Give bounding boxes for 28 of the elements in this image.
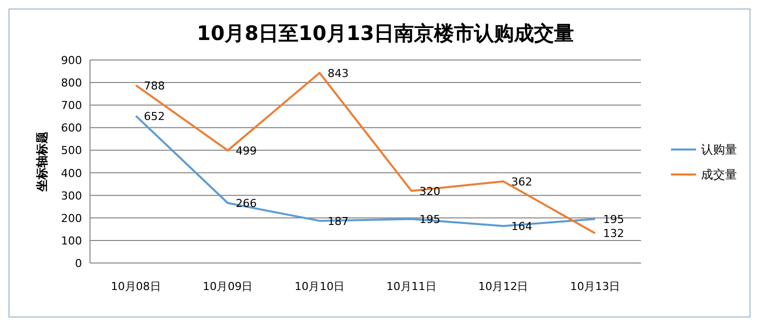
data-label: 652 bbox=[144, 110, 165, 123]
x-tick-label: 10月12日 bbox=[478, 280, 528, 293]
y-tick-label: 500 bbox=[61, 144, 82, 158]
y-tick-label: 700 bbox=[61, 99, 82, 112]
y-tick-label: 800 bbox=[61, 76, 82, 90]
y-tick-label: 600 bbox=[61, 122, 82, 135]
y-tick-label: 900 bbox=[61, 54, 82, 67]
x-tick-label: 10月13日 bbox=[570, 280, 620, 293]
data-label: 132 bbox=[603, 227, 624, 240]
legend-label: 成交量 bbox=[701, 168, 737, 182]
y-tick-label: 200 bbox=[61, 212, 82, 225]
y-tick-label: 0 bbox=[75, 257, 82, 270]
y-axis-title: 坐标轴标题 bbox=[35, 132, 49, 192]
x-tick-label: 10月11日 bbox=[386, 280, 436, 293]
data-label: 362 bbox=[511, 175, 532, 188]
data-label: 788 bbox=[144, 79, 165, 92]
data-label: 195 bbox=[603, 213, 624, 226]
y-tick-label: 100 bbox=[61, 234, 82, 248]
x-tick-label: 10月10日 bbox=[294, 280, 345, 293]
data-label: 195 bbox=[419, 213, 440, 226]
chart-title: 10月8日至10月13日南京楼市认购成交量 bbox=[196, 21, 574, 45]
y-tick-label: 300 bbox=[61, 189, 82, 202]
data-label: 499 bbox=[236, 144, 257, 158]
legend-label: 认购量 bbox=[701, 142, 737, 156]
x-tick-label: 10月09日 bbox=[202, 280, 253, 293]
y-tick-label: 400 bbox=[61, 166, 82, 180]
x-tick-label: 10月08日 bbox=[110, 280, 161, 293]
data-label: 843 bbox=[328, 66, 349, 80]
